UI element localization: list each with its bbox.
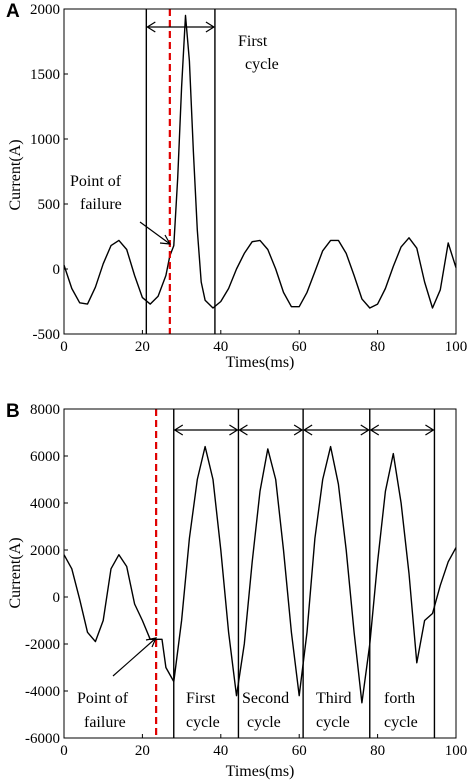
panel-a-xtick-label-3: 60	[292, 339, 307, 355]
panel-a-cycle-label-1: First	[238, 33, 268, 50]
panel-b-cycle-arrow-2	[302, 424, 370, 436]
panel-a-cycle-arrow-0	[146, 21, 216, 33]
panel-a-marks	[63, 9, 457, 334]
panel-a-ytick-label-0: -500	[33, 327, 61, 343]
panel-a-current-line	[63, 14, 457, 309]
panel-a-cycle-arrow-0-head-left	[146, 21, 156, 33]
panel-a-ytick-label-3: 1000	[30, 132, 60, 148]
panel-b: B Current(A) Times(ms) 0 20 40 60 80 100 -6000…	[6, 401, 467, 780]
panel-a-xtick-label-0: 0	[60, 339, 68, 355]
panel-a-cycle-arrow-0-head-right	[205, 21, 216, 33]
panel-b-failure-pointer-head	[145, 637, 158, 648]
panel-b-cycle4-label-2: cycle	[384, 714, 418, 731]
panel-b-ytick-label-5: 4000	[30, 496, 60, 512]
panel-b-ytick-label-3: 0	[53, 590, 61, 606]
panel-b-ytick-label-2: -2000	[25, 637, 60, 653]
panel-b-cycle4-label-1: forth	[384, 690, 415, 707]
panel-b-xtick-label-3: 60	[292, 743, 307, 759]
panel-b-xtick-label-1: 20	[135, 743, 150, 759]
panel-b-cycle-arrow-3-head-left	[369, 424, 380, 436]
panel-a-ytick-label-4: 1500	[30, 67, 60, 83]
panel-b-failure-label-1: Point of	[77, 690, 129, 707]
panel-b-cycle3-label-2: cycle	[316, 714, 350, 731]
panel-a-failure-pointer	[139, 221, 172, 245]
panel-a-failure-pointer-shaft	[139, 221, 171, 245]
panel-b-xtick-label-4: 80	[370, 743, 385, 759]
panel-b-cycle3-label-1: Third	[316, 690, 352, 707]
panel-a-xtick-label-2: 40	[213, 339, 228, 355]
panel-a-ytick-label-1: 0	[53, 262, 61, 278]
panel-b-letter: B	[6, 401, 20, 422]
panel-a-xtick-label-4: 80	[370, 339, 385, 355]
panel-b-cycle-arrow-0	[173, 424, 239, 436]
panel-a-ytick-label-5: 2000	[30, 2, 60, 18]
panel-b-cycle-arrow-1-head-left	[238, 424, 248, 436]
panel-a-failure-pointer-head	[159, 234, 172, 245]
panel-b-ytick-label-6: 6000	[30, 449, 60, 465]
panel-b-current-line	[63, 445, 457, 704]
panel-a-xlabel: Times(ms)	[226, 354, 295, 371]
panel-b-ticks: 0 20 40 60 80 100 -6000 -4000 -2000 0 2000 4000 6000…	[25, 402, 467, 759]
panel-b-cycle-arrow-2-head-right	[360, 424, 370, 436]
panel-b-cycle-arrow-3-head-right	[425, 424, 435, 436]
panel-b-ytick-label-0: -6000	[25, 731, 60, 747]
panel-b-cycle-arrow-0-head-left	[173, 424, 184, 436]
panel-b-xtick-label-0: 0	[60, 743, 68, 759]
panel-b-cycle1-label-2: cycle	[186, 714, 220, 731]
panel-b-xlabel: Times(ms)	[226, 763, 295, 780]
panel-a-xtick-label-5: 100	[445, 339, 468, 355]
panel-b-failure-pointer-shaft	[112, 637, 157, 677]
panel-a-xtick-label-1: 20	[135, 339, 150, 355]
panel-b-marks	[63, 409, 457, 738]
panel-b-cycle-arrow-1-head-right	[293, 424, 304, 436]
panel-b-ytick-label-4: 2000	[30, 543, 60, 559]
panel-b-frame	[63, 408, 457, 739]
panel-b-ylabel: Current(A)	[7, 537, 24, 608]
panel-b-cycle-arrow-0-head-right	[229, 424, 239, 436]
panel-b-failure-pointer	[112, 637, 158, 677]
panel-b-cycle1-label-1: First	[186, 690, 216, 707]
panel-b-xtick-label-5: 100	[445, 743, 468, 759]
panel-a-cycle-label-2: cycle	[245, 56, 279, 73]
panel-a: A Current(A) Times(ms) 0 20 40 60 80 100-5000…	[6, 1, 467, 371]
panel-a-letter: A	[6, 1, 20, 22]
panel-b-cycle2-label-2: cycle	[247, 714, 281, 731]
panel-b-cycle-arrow-1	[238, 424, 304, 436]
panel-b-cycle-arrow-3	[369, 424, 435, 436]
panel-a-failure-label-2: failure	[80, 196, 122, 213]
panel-a-ytick-label-2: 500	[38, 197, 61, 213]
panel-b-failure-label-2: failure	[84, 714, 126, 731]
panel-b-cycle-arrow-2-head-left	[302, 424, 313, 436]
panel-b-cycle2-label-1: Second	[242, 690, 289, 707]
panel-a-frame	[63, 8, 457, 335]
panel-a-failure-label-1: Point of	[70, 173, 122, 190]
panel-b-ytick-label-7: 8000	[30, 402, 60, 418]
panel-b-ytick-label-1: -4000	[25, 684, 60, 700]
panel-b-xtick-label-2: 40	[213, 743, 228, 759]
panel-a-ylabel: Current(A)	[7, 139, 24, 210]
